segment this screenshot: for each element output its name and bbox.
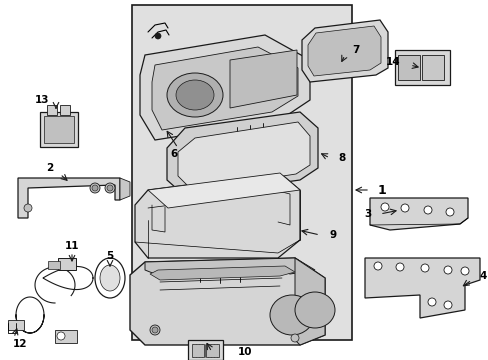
Bar	[60, 105, 70, 115]
Bar	[132, 5, 351, 340]
Polygon shape	[18, 178, 120, 218]
Text: 4: 4	[479, 271, 487, 281]
Circle shape	[57, 332, 65, 340]
Polygon shape	[152, 47, 297, 130]
Polygon shape	[294, 258, 325, 345]
Bar	[58, 258, 76, 270]
Polygon shape	[145, 258, 314, 276]
Text: 6: 6	[170, 149, 177, 159]
Bar	[394, 50, 449, 85]
Polygon shape	[178, 122, 309, 190]
Polygon shape	[135, 173, 299, 258]
Ellipse shape	[100, 265, 120, 291]
Text: 13: 13	[35, 95, 49, 105]
Polygon shape	[140, 35, 309, 140]
Bar	[205, 344, 219, 357]
Ellipse shape	[294, 292, 334, 328]
Bar	[48, 261, 60, 269]
Polygon shape	[369, 198, 467, 230]
Circle shape	[460, 267, 468, 275]
Circle shape	[92, 185, 98, 191]
Bar	[421, 55, 443, 80]
Text: 8: 8	[337, 153, 345, 163]
Text: 7: 7	[351, 45, 359, 55]
Polygon shape	[150, 266, 294, 280]
Circle shape	[373, 262, 381, 270]
Circle shape	[107, 185, 113, 191]
Text: 12: 12	[13, 339, 27, 349]
Polygon shape	[130, 258, 325, 345]
Polygon shape	[302, 20, 387, 82]
Polygon shape	[148, 173, 299, 208]
Text: 3: 3	[364, 209, 371, 219]
Circle shape	[400, 204, 408, 212]
Bar	[55, 330, 77, 343]
Ellipse shape	[176, 80, 214, 110]
Polygon shape	[307, 26, 380, 76]
Circle shape	[380, 203, 388, 211]
Circle shape	[423, 206, 431, 214]
Text: 5: 5	[106, 251, 113, 261]
Text: 9: 9	[329, 230, 336, 240]
Text: 10: 10	[238, 347, 252, 357]
Bar	[47, 105, 57, 115]
Ellipse shape	[167, 73, 223, 117]
Bar	[397, 55, 419, 80]
Text: 2: 2	[46, 163, 54, 173]
Polygon shape	[120, 178, 130, 200]
Circle shape	[150, 325, 160, 335]
Circle shape	[420, 264, 428, 272]
Circle shape	[90, 183, 100, 193]
Bar	[40, 112, 78, 147]
Circle shape	[152, 327, 158, 333]
Circle shape	[443, 266, 451, 274]
Polygon shape	[229, 50, 296, 108]
Bar	[8, 320, 24, 330]
Bar	[187, 340, 223, 360]
Ellipse shape	[269, 295, 313, 335]
Text: 11: 11	[64, 241, 79, 251]
Circle shape	[105, 183, 115, 193]
Polygon shape	[364, 258, 479, 318]
Text: 1: 1	[377, 184, 386, 197]
Bar	[192, 344, 203, 357]
Circle shape	[445, 208, 453, 216]
Circle shape	[155, 33, 161, 39]
Text: 14: 14	[385, 57, 399, 67]
Circle shape	[443, 301, 451, 309]
Circle shape	[395, 263, 403, 271]
Ellipse shape	[95, 258, 125, 298]
Circle shape	[290, 334, 298, 342]
Circle shape	[24, 204, 32, 212]
Polygon shape	[167, 112, 317, 196]
Bar	[44, 116, 74, 143]
Circle shape	[427, 298, 435, 306]
